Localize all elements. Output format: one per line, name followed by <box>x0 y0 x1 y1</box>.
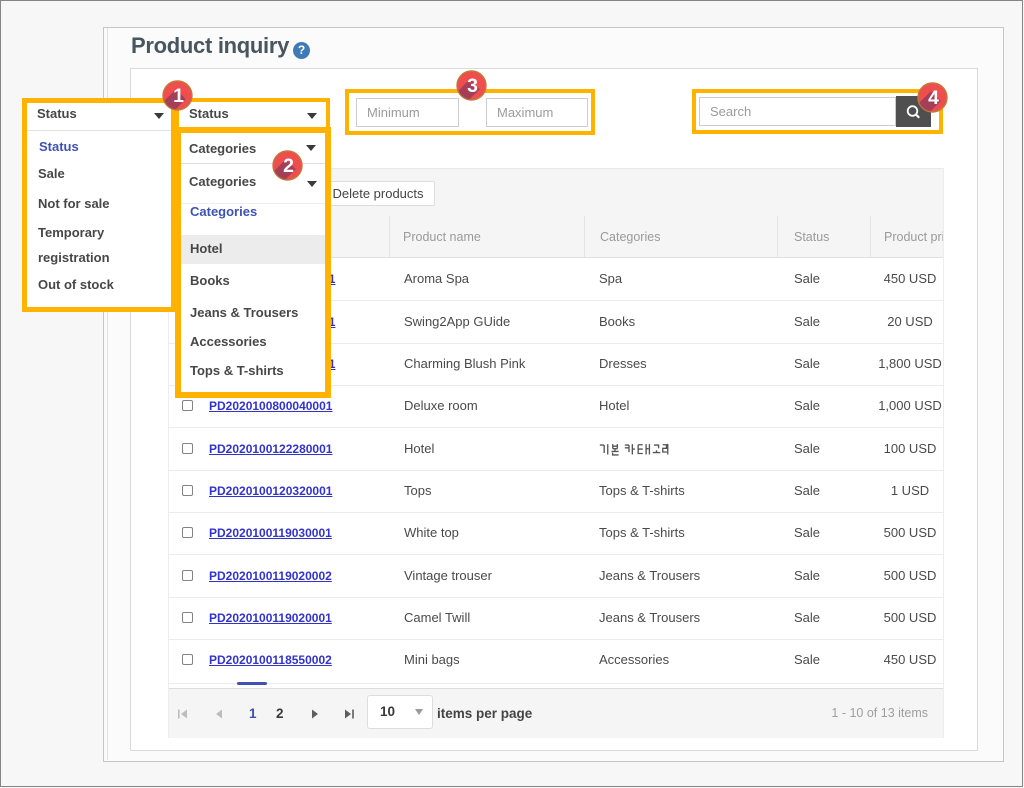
svg-text:1: 1 <box>173 85 184 107</box>
svg-text:2: 2 <box>283 155 294 177</box>
svg-text:4: 4 <box>928 87 939 109</box>
svg-text:3: 3 <box>467 75 478 97</box>
